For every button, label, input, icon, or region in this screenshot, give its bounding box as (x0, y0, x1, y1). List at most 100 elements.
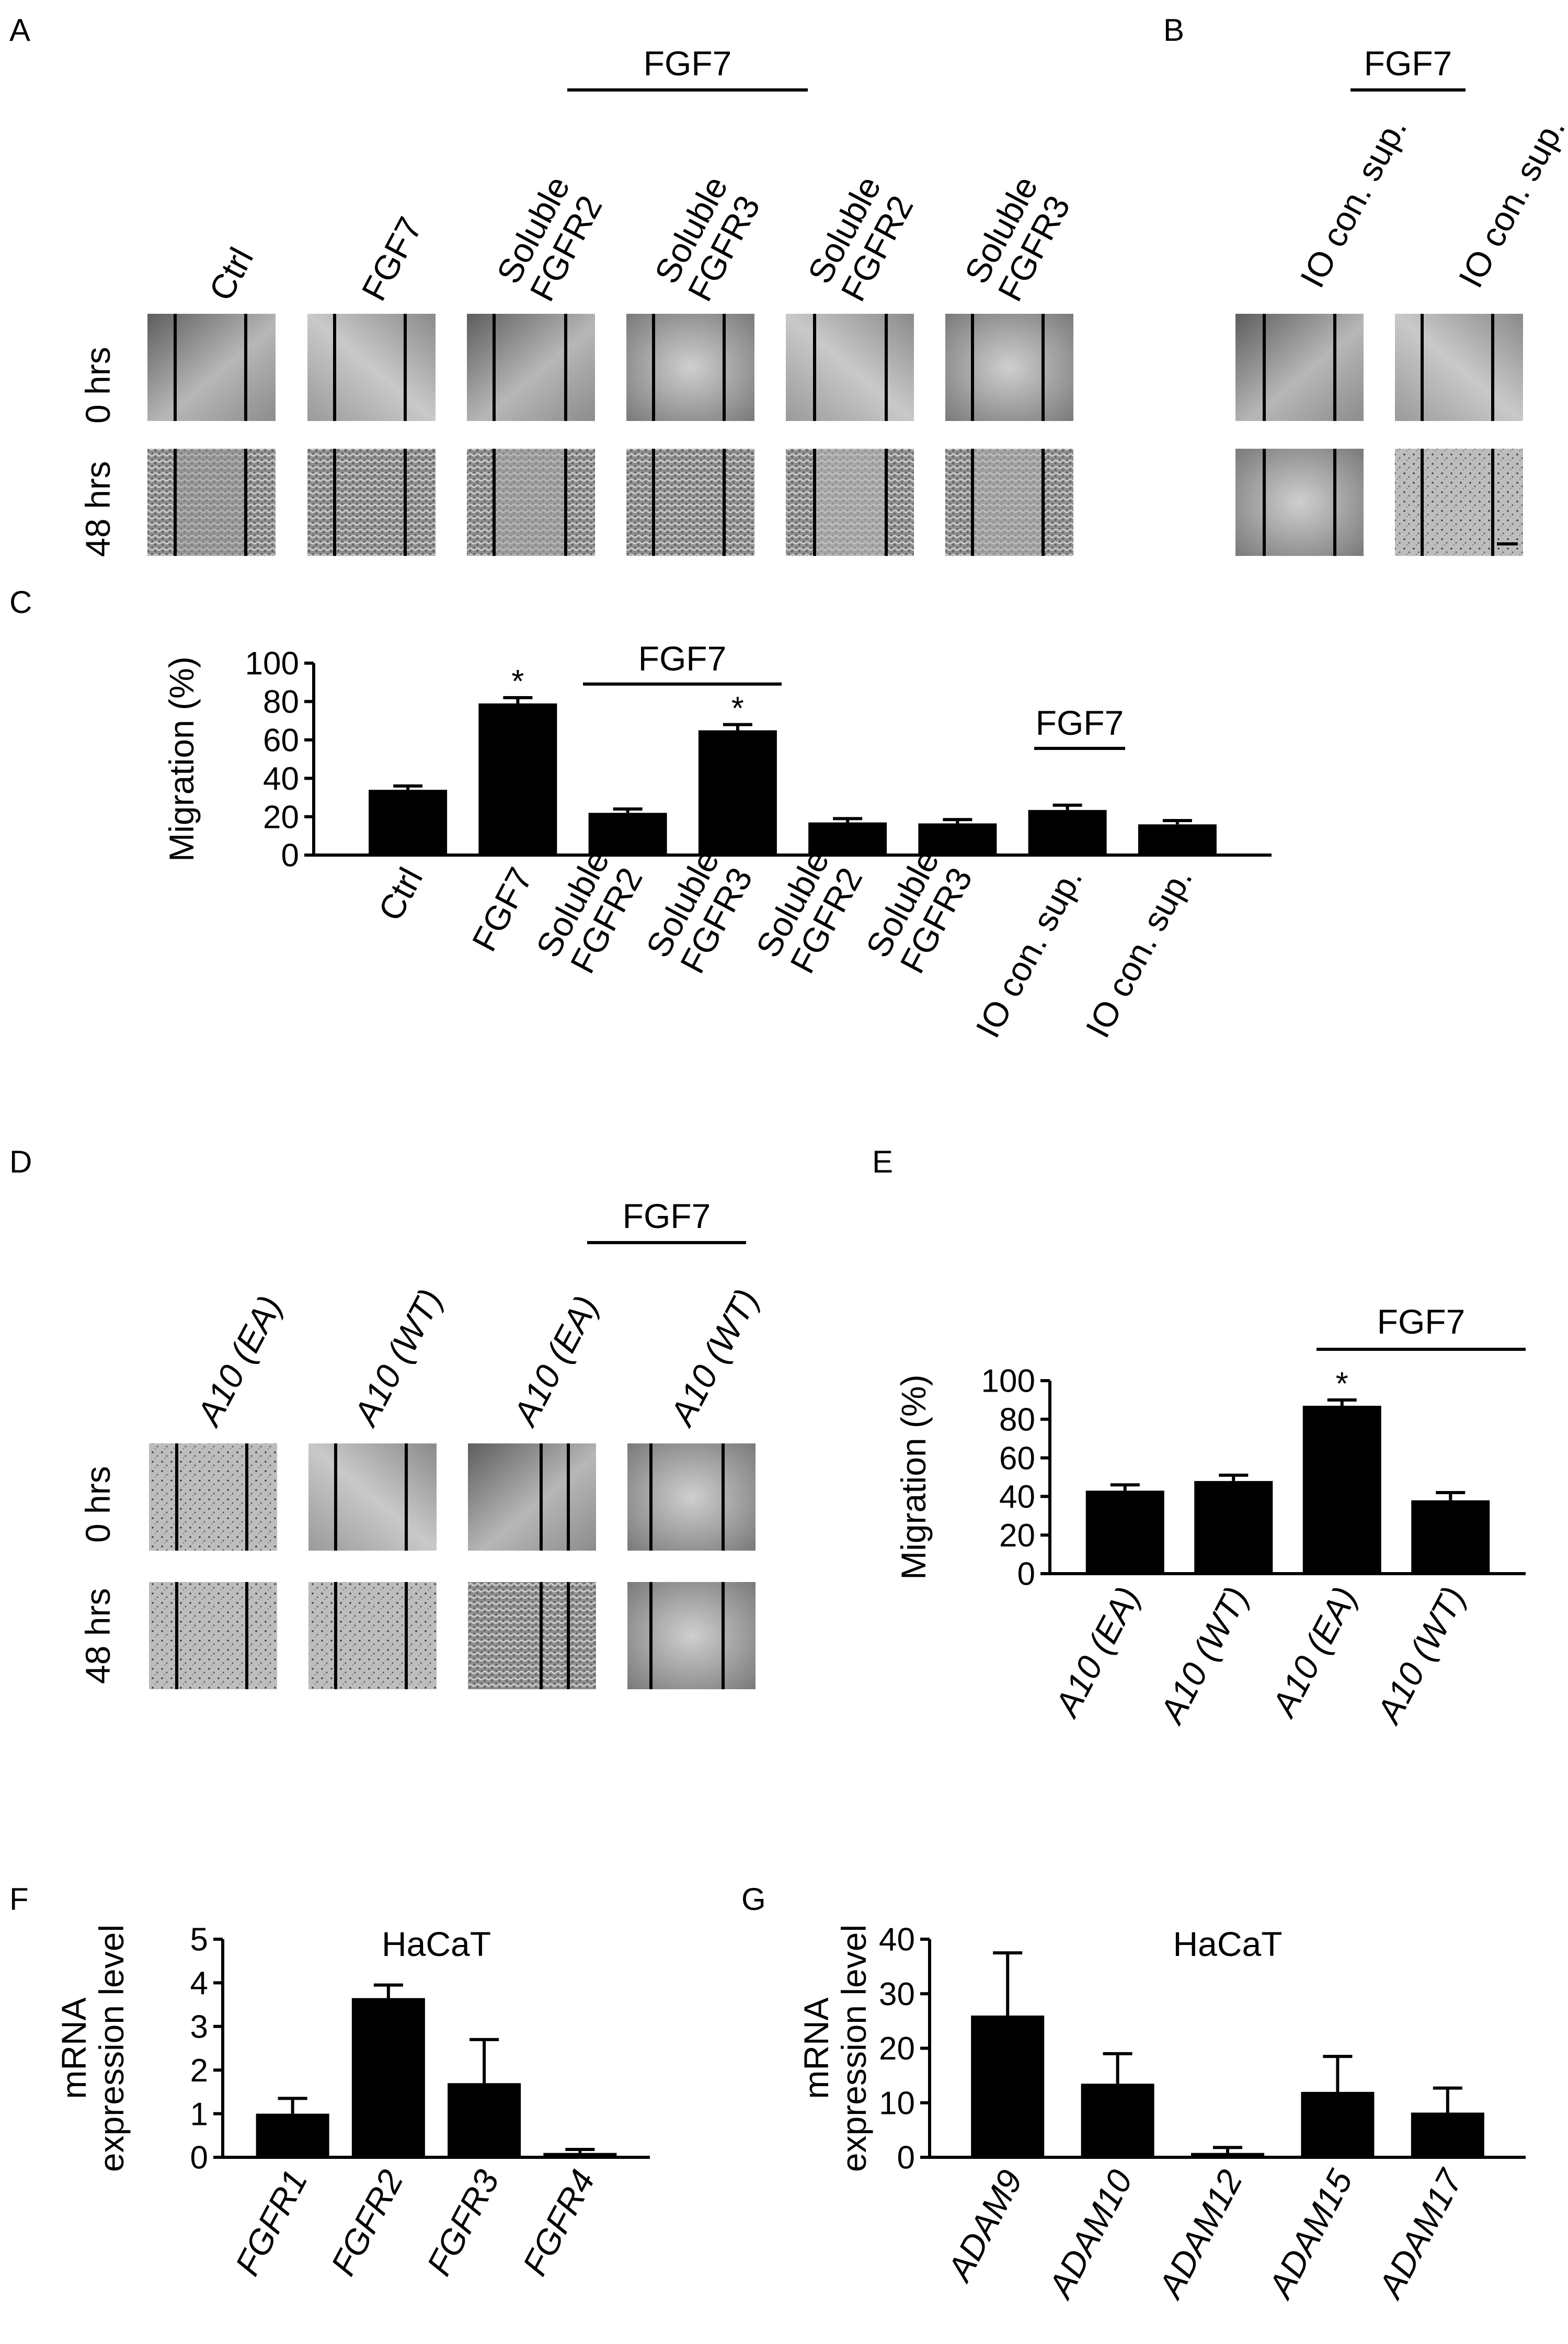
micrograph (786, 449, 914, 556)
category-label: FGF7 (464, 861, 540, 958)
micrograph (467, 449, 595, 556)
micrograph (149, 1443, 277, 1551)
panel-label-B: B (1163, 13, 1184, 48)
bar (1411, 2112, 1484, 2157)
y-tick-label: 20 (879, 2031, 915, 2067)
micrograph (307, 314, 436, 421)
category-label-line: ADAM15 (1260, 2164, 1360, 2306)
panel-label-G: G (741, 1882, 766, 1917)
y-tick-label: 40 (999, 1479, 1035, 1515)
panel-D-column-labels: A10 (EA) A10 (WT) A10 (EA) A10 (WT) (188, 1283, 766, 1433)
bar (588, 813, 667, 855)
y-axis-label: expression level (834, 1925, 873, 2172)
y-tick-label: 100 (245, 646, 299, 682)
category-label-line: FGFR1 (227, 2164, 315, 2282)
y-axis-label: mRNA (54, 1997, 93, 2099)
bar (351, 1998, 425, 2157)
micrograph (786, 314, 914, 421)
panel-A-col-soluble-fgfr3-a: SolubleFGFR3 (647, 170, 768, 308)
panel-D-col-a10-wt-2: A10 (WT) (661, 1283, 766, 1433)
category-label-line: ADAM17 (1370, 2163, 1470, 2305)
micrograph (626, 314, 754, 421)
category-label: A10 (WT) (1151, 1580, 1256, 1731)
panel-B-images (1235, 314, 1523, 556)
y-tick-label: 100 (981, 1363, 1035, 1399)
category-label: FGFR2 (323, 2164, 410, 2282)
category-label: SolubleFGFR3 (858, 844, 979, 981)
panel-A-col1-line1: Ctrl (201, 241, 261, 306)
micrograph (147, 314, 276, 421)
panel-A-fgf7-label: FGF7 (644, 44, 732, 83)
category-label: SolubleFGFR3 (638, 844, 760, 981)
panel-B-col-io-2: IO con. sup. (1451, 111, 1568, 294)
category-label: FGFR4 (515, 2164, 602, 2282)
y-tick-label: 5 (190, 1922, 208, 1958)
significance-marker: * (731, 690, 744, 726)
panel-label-A: A (9, 13, 30, 48)
bar (1411, 1500, 1490, 1574)
category-label: A10 (WT) (1368, 1580, 1473, 1731)
micrograph (147, 449, 276, 556)
panel-A-row-0hrs: 0 hrs (78, 347, 117, 424)
bar (369, 790, 448, 855)
category-label-line: ADAM9 (939, 2164, 1030, 2289)
panel-D-fgf7-label: FGF7 (623, 1197, 711, 1235)
category-label-line: FGF7 (464, 861, 540, 958)
category-label: IO con. sup. (968, 861, 1090, 1044)
y-tick-label: 0 (897, 2140, 915, 2176)
micrograph (1395, 314, 1523, 421)
y-axis-label: mRNA (797, 1997, 835, 2099)
bar (1194, 1481, 1273, 1574)
panel-D-col-a10-wt-1: A10 (WT) (345, 1283, 450, 1433)
panel-label-F: F (9, 1882, 29, 1917)
category-label: SolubleFGFR2 (748, 844, 869, 981)
y-tick-label: 80 (263, 684, 299, 720)
bar (808, 822, 887, 855)
category-label-line: A10 (EA) (1263, 1580, 1364, 1724)
micrograph (626, 449, 754, 556)
y-tick-label: 20 (263, 799, 299, 835)
y-tick-label: 80 (999, 1402, 1035, 1438)
y-tick-label: 0 (1017, 1556, 1035, 1592)
panel-label-C: C (9, 585, 32, 620)
category-label: FGFR3 (419, 2164, 507, 2282)
chart-title: HaCaT (382, 1925, 491, 1963)
category-label: A10 (EA) (1046, 1580, 1147, 1724)
y-tick-label: 3 (190, 2009, 208, 2045)
chart-title: HaCaT (1173, 1925, 1282, 1963)
panel-A-row-48hrs: 48 hrs (78, 461, 117, 557)
panel-D-row-0hrs: 0 hrs (78, 1466, 117, 1543)
panel-D-images-48hrs (149, 1582, 756, 1689)
category-label: FGFR1 (227, 2164, 315, 2282)
category-label: Ctrl (371, 861, 430, 927)
micrograph (308, 1582, 437, 1689)
micrograph (945, 314, 1073, 421)
y-tick-label: 40 (879, 1922, 915, 1958)
category-label-line: A10 (WT) (1151, 1580, 1256, 1731)
panel-label-D: D (9, 1144, 32, 1179)
category-label: ADAM9 (939, 2164, 1030, 2289)
panel-label-E: E (872, 1144, 893, 1179)
micrograph (467, 314, 595, 421)
panel-A-col-soluble-fgfr2-a: SolubleFGFR2 (489, 170, 610, 308)
panel-C-fgf7-label-1: FGF7 (638, 639, 727, 678)
bar (698, 730, 777, 855)
panel-A-images-0hrs (147, 314, 1073, 421)
y-axis-label: expression level (92, 1925, 131, 2172)
panel-A-column-labels: Ctrl FGF7 SolubleFGFR2 SolubleFGFR3 Solu… (201, 170, 1078, 308)
panel-D-col-a10-ea-1: A10 (EA) (188, 1289, 289, 1433)
category-label-line: FGFR2 (323, 2164, 410, 2282)
bar (1138, 824, 1217, 855)
y-tick-label: 60 (263, 723, 299, 759)
category-label: ADAM10 (1040, 2164, 1140, 2306)
bar (1085, 1490, 1164, 1574)
micrograph (627, 1582, 756, 1689)
micrograph (307, 449, 436, 556)
micrograph (468, 1582, 596, 1689)
panel-A-col-soluble-fgfr3-b: SolubleFGFR3 (957, 170, 1078, 308)
micrograph (945, 449, 1073, 556)
category-label: ADAM17 (1370, 2163, 1470, 2305)
panel-D-row-48hrs: 48 hrs (78, 1588, 117, 1684)
category-label-line: A10 (WT) (1368, 1580, 1473, 1731)
